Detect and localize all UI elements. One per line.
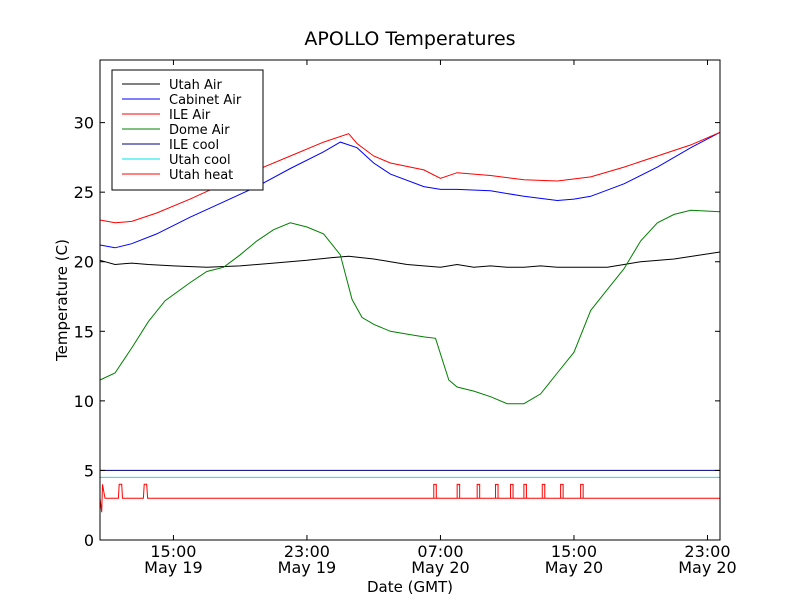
- series-line-ile-air: [99, 131, 721, 224]
- x-tick-label-time: 15:00: [551, 542, 597, 561]
- plot-frame: [99, 59, 721, 541]
- legend-label: Cabinet Air: [169, 93, 242, 108]
- x-tick-label-date: May 20: [678, 558, 737, 577]
- utah-heat-pulse: [560, 483, 564, 499]
- y-tick-label: 20: [74, 253, 94, 272]
- legend-box: [111, 69, 264, 191]
- utah-heat-pulse: [523, 483, 527, 499]
- utah-heat-pulse: [580, 483, 584, 499]
- y-tick-label: 0: [84, 531, 94, 550]
- x-tick-label-time: 07:00: [417, 542, 463, 561]
- y-tick-label: 10: [74, 392, 94, 411]
- chart-title: APOLLO Temperatures: [304, 28, 515, 50]
- legend-label: ILE cool: [169, 138, 219, 153]
- x-tick-label-date: May 20: [411, 558, 470, 577]
- y-tick-label: 5: [84, 461, 94, 480]
- legend-label: Utah Air: [169, 78, 222, 93]
- utah-heat-pulse: [433, 483, 437, 499]
- series-line-cabinet-air: [99, 131, 721, 249]
- x-tick-label-time: 23:00: [684, 542, 730, 561]
- legend-label: Utah cool: [169, 153, 231, 168]
- y-tick-label: 25: [74, 183, 94, 202]
- x-tick-label-time: 23:00: [284, 542, 330, 561]
- series-line-dome-air: [99, 209, 721, 405]
- y-axis-label: Temperature (C): [53, 239, 71, 362]
- utah-heat-pulse: [476, 483, 481, 499]
- y-tick-label: 30: [74, 114, 94, 133]
- x-tick-label-date: May 19: [278, 558, 337, 577]
- x-axis-label: Date (GMT): [367, 578, 453, 596]
- x-tick-label-time: 15:00: [150, 542, 196, 561]
- legend-label: ILE Air: [169, 108, 211, 123]
- legend-label: Utah heat: [169, 168, 233, 183]
- utah-heat-pulse: [456, 483, 461, 499]
- series-line-utah-heat: [99, 483, 720, 513]
- utah-heat-pulse: [510, 483, 514, 499]
- x-tick-label-date: May 20: [545, 558, 604, 577]
- legend-label: Dome Air: [169, 123, 230, 138]
- utah-heat-pulse: [495, 483, 499, 499]
- x-tick-label-date: May 19: [144, 558, 203, 577]
- utah-heat-pulse: [541, 483, 546, 499]
- y-tick-label: 15: [74, 322, 94, 341]
- series-line-utah-air: [99, 251, 721, 268]
